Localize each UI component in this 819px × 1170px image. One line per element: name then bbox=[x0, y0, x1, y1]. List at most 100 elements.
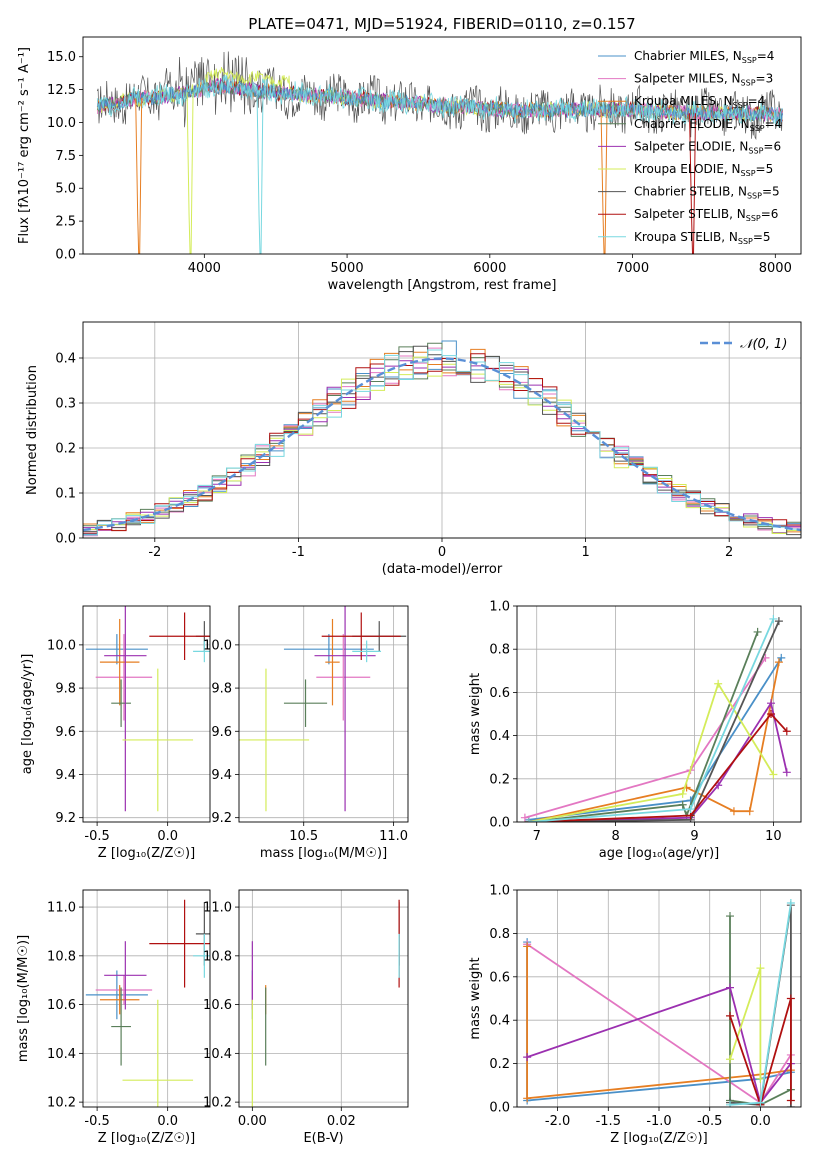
weight-marker bbox=[782, 768, 791, 777]
weight-marker bbox=[769, 770, 778, 779]
y-tick-label: 9.4 bbox=[211, 768, 232, 783]
figure-title: PLATE=0471, MJD=51924, FIBERID=0110, z=0… bbox=[248, 15, 635, 33]
weight-marker bbox=[523, 1053, 532, 1062]
legend-entry: Kroupa ELODIE, NSSP=5 bbox=[634, 162, 773, 178]
axes-frame bbox=[82, 36, 802, 255]
spectrum-line bbox=[96, 74, 783, 128]
y-tick-label: 10.6 bbox=[203, 998, 232, 1013]
weight-marker bbox=[726, 1055, 734, 1064]
y-tick-label: 1.0 bbox=[489, 600, 510, 615]
weight-marker bbox=[523, 1094, 532, 1103]
weight-marker bbox=[774, 617, 783, 626]
x-tick-label: 2 bbox=[725, 545, 733, 560]
axes-frame bbox=[82, 889, 211, 1108]
y-tick-label: 5.0 bbox=[55, 182, 76, 197]
y-tick-label: 0.4 bbox=[489, 1014, 510, 1029]
y-tick-label: 0.1 bbox=[55, 487, 76, 502]
y-tick-label: 10.0 bbox=[47, 638, 76, 653]
y-tick-label: 10.0 bbox=[47, 116, 76, 131]
y-tick-label: 10.6 bbox=[47, 998, 76, 1013]
weight-marker bbox=[753, 627, 762, 636]
y-tick-label: 9.6 bbox=[55, 725, 76, 740]
y-tick-label: 10.4 bbox=[203, 1047, 232, 1062]
x-axis-label: Z [log₁₀(Z/Z☉)] bbox=[610, 1131, 707, 1146]
x-tick-label: 0.00 bbox=[238, 1114, 267, 1129]
weight-line bbox=[526, 986, 792, 1105]
y-tick-label: 0.2 bbox=[489, 1057, 510, 1072]
weight-line bbox=[528, 662, 780, 822]
x-tick-label: 9 bbox=[690, 829, 698, 844]
y-tick-label: 9.8 bbox=[211, 682, 232, 697]
errorbar-group bbox=[239, 606, 407, 812]
y-tick-label: 11.0 bbox=[47, 901, 76, 916]
spectrum-drop bbox=[256, 90, 264, 254]
weight-marker bbox=[767, 699, 776, 708]
weight-marker bbox=[714, 679, 723, 688]
y-tick-label: 0.3 bbox=[55, 397, 76, 412]
y-tick-label: 0.4 bbox=[489, 729, 510, 744]
weight-group bbox=[523, 899, 795, 1107]
x-tick-label: 6000 bbox=[473, 261, 506, 276]
weight-marker bbox=[756, 1098, 765, 1107]
weight-marker bbox=[686, 805, 695, 814]
axes-frame bbox=[238, 889, 409, 1108]
legend-entry: Chabrier STELIB, NSSP=5 bbox=[634, 185, 780, 201]
x-tick-label: 0.0 bbox=[157, 1114, 178, 1129]
weight-marker bbox=[726, 912, 734, 921]
x-axis-label: Z [log₁₀(Z/Z☉)] bbox=[98, 1131, 195, 1146]
errorbar-group bbox=[251, 899, 400, 1107]
weight-marker bbox=[524, 818, 533, 822]
weight-marker bbox=[678, 789, 687, 798]
y-axis-label: mass weight bbox=[468, 957, 483, 1039]
weight-marker bbox=[774, 658, 783, 667]
y-tick-label: 0.2 bbox=[489, 772, 510, 787]
y-tick-label: 0.0 bbox=[489, 1101, 510, 1116]
y-tick-label: 9.4 bbox=[55, 768, 76, 783]
weight-marker bbox=[729, 807, 738, 816]
x-tick-label: 8 bbox=[611, 829, 619, 844]
x-axis-label: age [log₁₀(age/yr)] bbox=[599, 846, 720, 861]
y-tick-label: 0.4 bbox=[55, 352, 76, 367]
weight-marker bbox=[523, 942, 532, 951]
weight-line bbox=[528, 657, 783, 821]
spectrum-drop bbox=[186, 92, 194, 254]
x-tick-label: -0.5 bbox=[84, 1114, 109, 1129]
weight-marker bbox=[786, 994, 795, 1003]
y-tick-label: 0.0 bbox=[489, 816, 510, 831]
weight-marker bbox=[745, 807, 754, 816]
y-axis-label: mass [log₁₀(M/M☉)] bbox=[16, 935, 31, 1062]
y-axis-label: Normed distribution bbox=[25, 365, 40, 495]
x-tick-label: 7 bbox=[533, 829, 541, 844]
x-tick-label: 1 bbox=[581, 545, 589, 560]
weight-line bbox=[528, 681, 775, 822]
weight-marker bbox=[782, 727, 791, 736]
y-tick-label: 10.2 bbox=[47, 1096, 76, 1111]
y-tick-label: 12.5 bbox=[47, 83, 76, 98]
errorbar-group bbox=[85, 606, 210, 812]
weight-marker bbox=[726, 983, 734, 992]
y-axis-label: Flux [fλ10⁻¹⁷ erg cm⁻² s⁻¹ A⁻¹] bbox=[17, 47, 32, 244]
x-tick-label: -2 bbox=[148, 545, 161, 560]
y-tick-label: 9.6 bbox=[211, 725, 232, 740]
x-tick-label: -2.0 bbox=[545, 1114, 570, 1129]
y-tick-label: 15.0 bbox=[47, 50, 76, 65]
weight-marker bbox=[756, 1074, 765, 1083]
y-axis-label: mass weight bbox=[468, 673, 483, 755]
y-tick-label: 10.4 bbox=[47, 1047, 76, 1062]
y-tick-label: 7.5 bbox=[55, 149, 76, 164]
y-tick-label: 10.2 bbox=[203, 1096, 232, 1111]
x-tick-label: -1 bbox=[292, 545, 305, 560]
normal-curve bbox=[83, 357, 801, 532]
weight-marker bbox=[777, 653, 786, 662]
spectrum-drop bbox=[135, 98, 143, 254]
axes-frame bbox=[82, 321, 802, 539]
axes-frame bbox=[238, 605, 409, 823]
y-tick-label: 9.2 bbox=[211, 811, 232, 826]
legend-entry: Chabrier MILES, NSSP=4 bbox=[634, 49, 774, 65]
x-tick-label: 0.02 bbox=[327, 1114, 356, 1129]
x-tick-label: -1.0 bbox=[646, 1114, 671, 1129]
spectrum-drop bbox=[689, 113, 697, 254]
spectrum-series-group bbox=[96, 51, 783, 254]
weight-line bbox=[729, 998, 792, 1107]
